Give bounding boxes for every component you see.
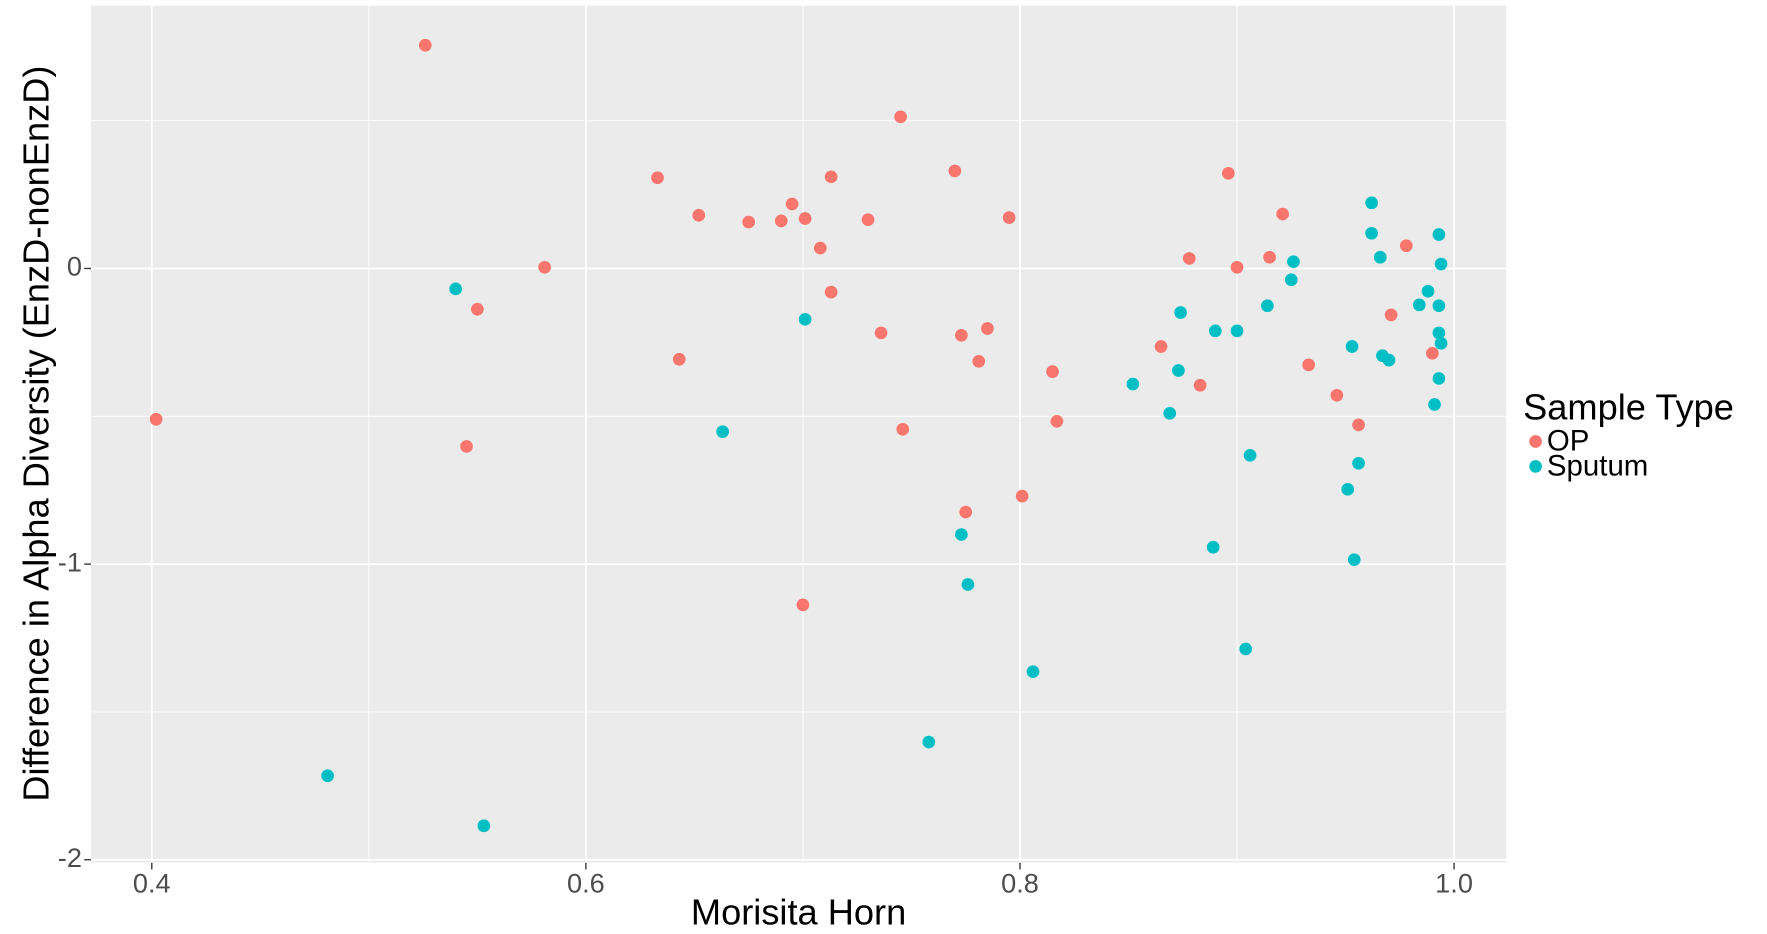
point	[1421, 284, 1435, 298]
point	[716, 425, 729, 438]
point	[1222, 166, 1235, 180]
point	[1413, 298, 1426, 312]
legend-label: Sputum	[1547, 449, 1648, 482]
x-tick-label: 0.6	[567, 867, 605, 898]
point	[692, 208, 706, 222]
point	[1341, 482, 1355, 496]
point	[1287, 255, 1300, 269]
point	[922, 735, 936, 749]
point	[785, 197, 799, 211]
point	[672, 352, 686, 366]
point	[824, 170, 838, 184]
point	[813, 241, 827, 255]
point	[1263, 250, 1276, 264]
point	[1428, 398, 1441, 411]
panel	[91, 5, 1507, 863]
point	[651, 171, 664, 185]
point	[742, 215, 756, 229]
point	[1163, 406, 1177, 420]
point	[824, 285, 838, 299]
point	[460, 440, 473, 453]
legend-label: OP	[1547, 424, 1590, 457]
point	[1426, 346, 1439, 360]
point	[1182, 252, 1196, 265]
point	[896, 422, 910, 436]
point	[1345, 340, 1359, 353]
point	[959, 505, 973, 519]
point	[1399, 239, 1413, 253]
point	[1432, 228, 1446, 241]
point	[1347, 553, 1361, 567]
x-tick-label: 0.4	[133, 867, 171, 898]
point	[149, 412, 163, 426]
point	[1206, 540, 1220, 554]
point	[1365, 196, 1378, 210]
point	[1434, 336, 1448, 350]
point	[955, 528, 968, 541]
point	[798, 212, 812, 225]
point	[796, 598, 810, 612]
point	[1384, 308, 1398, 322]
point	[1154, 340, 1168, 353]
point	[1026, 665, 1040, 679]
point	[1230, 260, 1244, 274]
point	[1174, 306, 1187, 319]
point	[1302, 358, 1315, 372]
point	[948, 164, 962, 178]
point	[1276, 207, 1289, 221]
y-tick-label: 0	[67, 251, 82, 282]
point	[1352, 418, 1365, 432]
point	[1208, 324, 1222, 338]
point	[1432, 299, 1446, 313]
legend-key	[1529, 460, 1542, 473]
point	[1352, 456, 1365, 470]
point	[774, 214, 788, 228]
point	[1373, 250, 1387, 264]
point	[1015, 489, 1029, 503]
point	[1193, 378, 1207, 392]
point	[1172, 364, 1185, 377]
point	[321, 769, 334, 783]
x-tick-label: 0.8	[1001, 867, 1039, 898]
legend-key	[1529, 435, 1542, 448]
x-axis-title: Morisita Horn	[691, 891, 906, 932]
point	[874, 326, 888, 340]
point	[961, 578, 975, 591]
point	[538, 260, 551, 274]
point	[1382, 353, 1396, 367]
point	[1046, 365, 1059, 378]
point	[1284, 273, 1298, 287]
point	[1230, 324, 1244, 338]
point	[1432, 372, 1446, 385]
point	[471, 302, 484, 316]
point	[1243, 448, 1257, 462]
point	[1434, 257, 1448, 271]
point	[955, 328, 968, 342]
x-tick-label: 1.0	[1435, 867, 1473, 898]
point	[894, 110, 907, 124]
point	[1261, 299, 1274, 313]
point	[1050, 414, 1064, 428]
y-axis-title: Difference in Alpha Diversity (EnzD-nonE…	[16, 66, 57, 802]
y-tick-label: -1	[58, 546, 82, 577]
point	[1239, 642, 1253, 656]
point	[418, 38, 432, 52]
point	[1432, 326, 1446, 340]
point	[1126, 377, 1140, 391]
legend-title: Sample Type	[1523, 386, 1734, 427]
point	[1002, 211, 1016, 224]
point	[798, 312, 812, 326]
point	[1330, 388, 1344, 402]
y-tick-label: -2	[58, 842, 82, 873]
point	[861, 213, 875, 227]
point	[1365, 226, 1378, 240]
point	[449, 282, 462, 296]
point	[477, 819, 491, 833]
point	[972, 354, 986, 368]
point	[981, 322, 994, 335]
